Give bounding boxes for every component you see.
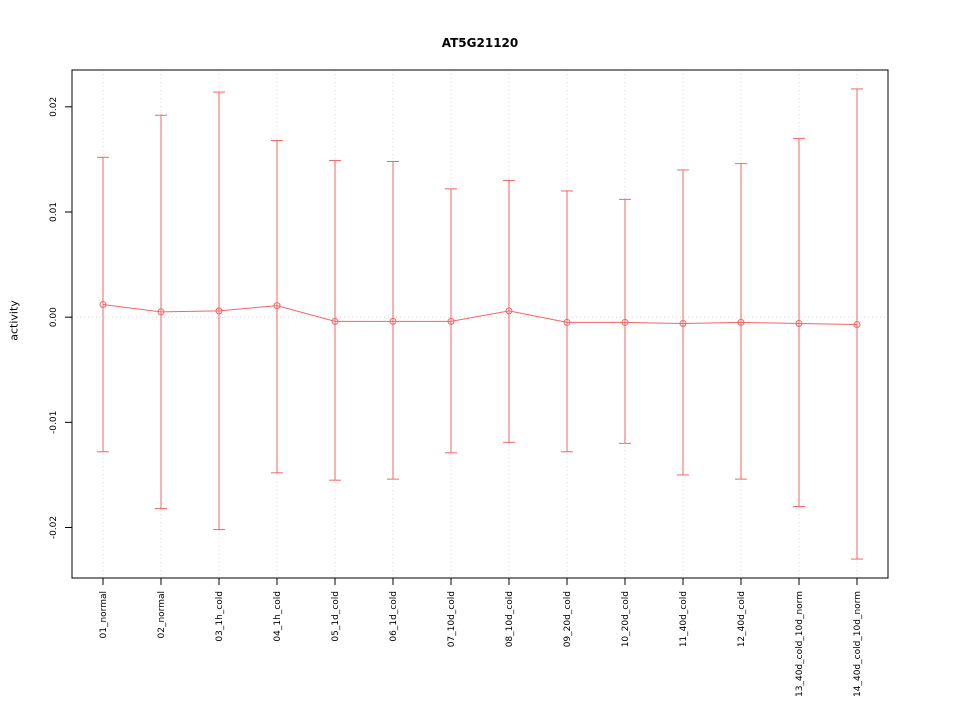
x-tick-label: 14_40d_cold_10d_norm — [853, 591, 863, 697]
series-line — [102, 304, 858, 326]
data-point — [447, 317, 455, 325]
chart-title: AT5G21120 — [441, 36, 519, 50]
y-tick-label: 0.01 — [49, 202, 59, 222]
data-point — [389, 317, 397, 325]
y-tick-label: -0.01 — [49, 411, 59, 434]
x-tick-label: 06_1d_cold — [389, 591, 399, 642]
data-point — [99, 301, 107, 309]
y-tick-label: 0.02 — [49, 97, 59, 117]
x-tick-label: 08_10d_cold — [505, 591, 515, 647]
x-tick-label: 07_10d_cold — [447, 591, 457, 647]
x-tick-label: 04_1h_cold — [273, 591, 283, 642]
x-tick-label: 05_1d_cold — [331, 591, 341, 642]
data-point — [621, 318, 629, 326]
data-point — [273, 302, 281, 310]
y-tick-label: 0.00 — [49, 307, 59, 327]
x-tick-label: 02_normal — [157, 591, 167, 639]
x-tick-label: 03_1h_cold — [215, 591, 225, 642]
x-tick-label: 11_40d_cold — [679, 591, 689, 647]
data-point — [737, 318, 745, 326]
x-tick-label: 09_20d_cold — [563, 591, 573, 647]
data-point — [215, 307, 223, 315]
data-point — [795, 319, 803, 327]
data-point — [331, 317, 339, 325]
data-point — [563, 318, 571, 326]
x-tick-label: 10_20d_cold — [621, 591, 631, 647]
x-tick-label: 12_40d_cold — [737, 591, 747, 647]
data-point — [157, 308, 165, 316]
x-tick-label: 13_40d_cold_10d_norm — [795, 591, 805, 697]
x-tick-label: 01_normal — [99, 591, 109, 639]
y-tick-label: -0.02 — [49, 516, 59, 539]
data-point — [505, 307, 513, 315]
data-point — [679, 319, 687, 327]
plot-border — [71, 69, 889, 579]
data-point — [853, 321, 861, 329]
